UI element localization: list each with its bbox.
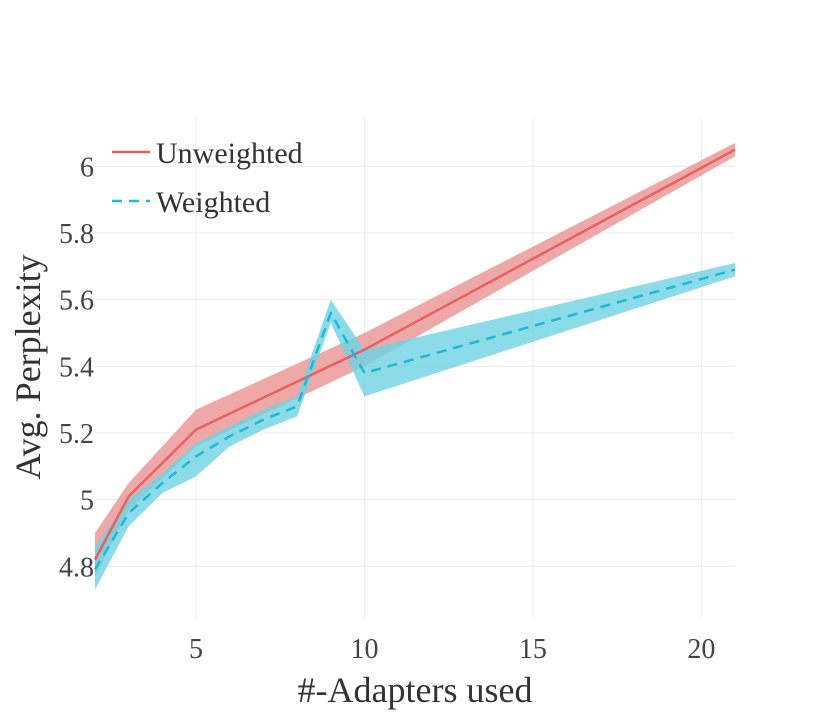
y-tick-label-3: 5.4: [59, 352, 94, 383]
band-weighted: [95, 263, 735, 590]
y-axis-title: Avg. Perplexity: [8, 254, 48, 479]
confidence-bands: [95, 143, 735, 590]
legend-label-weighted: Weighted: [156, 186, 270, 219]
y-tick-label-0: 4.8: [59, 552, 94, 583]
line-unweighted: [93, 148, 736, 561]
line-weighted: [93, 268, 736, 571]
x-tick-label-20: 20: [687, 634, 715, 665]
series-lines: [93, 148, 736, 571]
y-tick-label-5: 5.8: [59, 219, 94, 250]
x-tick-label-10: 10: [350, 634, 378, 665]
y-tick-label-4: 5.6: [59, 286, 94, 317]
band-unweighted: [95, 143, 735, 577]
tick-labels: 5 10 15 20 4.8 5 5.2 5.4 5.6 5.8 6: [59, 152, 715, 665]
legend-label-unweighted: Unweighted: [156, 137, 303, 170]
y-tick-label-1: 5: [80, 486, 94, 517]
x-tick-label-5: 5: [189, 634, 203, 665]
y-tick-label-6: 6: [80, 152, 94, 183]
x-tick-label-15: 15: [519, 634, 547, 665]
x-axis-title: #-Adapters used: [298, 670, 533, 710]
y-tick-label-2: 5.2: [59, 419, 94, 450]
legend: Unweighted Weighted: [112, 137, 303, 219]
